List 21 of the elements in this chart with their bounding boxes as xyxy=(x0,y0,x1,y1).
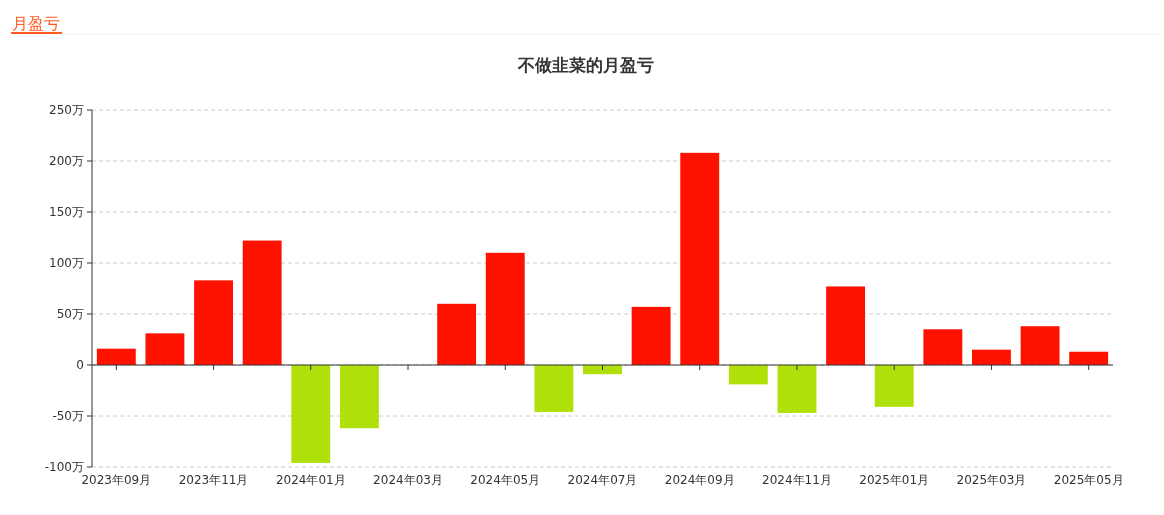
x-tick-label: 2023年09月 xyxy=(81,473,152,487)
y-tick-label: 200万 xyxy=(49,154,84,168)
y-tick-label: 50万 xyxy=(56,307,84,321)
y-tick-label: 100万 xyxy=(49,256,84,270)
x-tick-label: 2024年01月 xyxy=(275,473,346,487)
x-tick-label: 2024年07月 xyxy=(567,473,638,487)
y-tick-label: -50万 xyxy=(52,409,84,423)
chart-title: 不做韭菜的月盈亏 xyxy=(517,55,654,75)
x-tick-label: 2024年03月 xyxy=(373,473,443,487)
x-tick-label: 2025年03月 xyxy=(956,473,1027,487)
y-tick-label: 0 xyxy=(76,358,84,372)
x-tick-label: 2024年11月 xyxy=(762,473,832,487)
y-tick-label: -100万 xyxy=(44,460,84,474)
header: 月盈亏 xyxy=(12,14,60,33)
x-tick-label: 2025年05月 xyxy=(1053,473,1124,487)
y-tick-label: 250万 xyxy=(49,103,84,117)
x-tick-label: 2023年11月 xyxy=(178,473,249,487)
x-tick-label: 2024年05月 xyxy=(470,473,541,487)
y-tick-label: 150万 xyxy=(49,205,84,219)
x-tick-label: 2024年09月 xyxy=(664,473,735,487)
x-tick-label: 2025年01月 xyxy=(859,473,930,487)
